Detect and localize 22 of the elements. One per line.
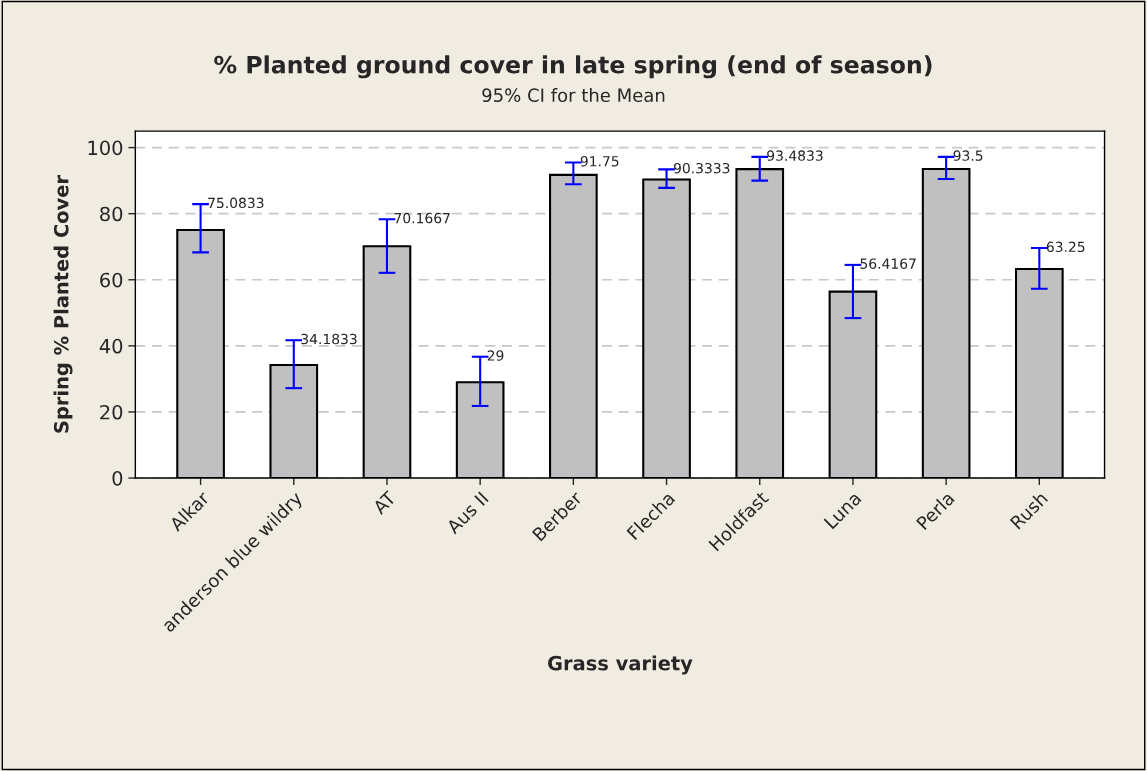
data-label: 34.1833 <box>301 333 357 345</box>
data-label: 29 <box>487 350 504 361</box>
y-tick-label: 80 <box>100 206 123 222</box>
y-tick-label: 60 <box>100 272 123 288</box>
y-tick-label: 0 <box>112 470 123 486</box>
data-label: 75.0833 <box>208 197 264 209</box>
data-label: 56.4167 <box>860 258 916 269</box>
y-tick-label: 20 <box>100 404 123 420</box>
data-label: 90.3333 <box>673 162 730 174</box>
x-tick-label: AT <box>371 490 397 515</box>
data-label: 93.4833 <box>767 150 823 161</box>
x-tick-label: Aus II <box>445 491 489 535</box>
chart-title: % Planted ground cover in late spring (end of season) <box>214 55 932 79</box>
x-axis-title: Grass variety <box>548 655 693 675</box>
data-label: 91.75 <box>580 155 619 167</box>
chart-subtitle: 95% CI for the Mean <box>482 88 665 103</box>
y-tick-label: 40 <box>99 338 123 354</box>
y-axis-title: Spring % Planted Cover <box>53 175 73 433</box>
data-label: 70.1667 <box>394 212 450 224</box>
data-label: 63.25 <box>1046 241 1085 253</box>
data-label: 93.5 <box>953 150 983 161</box>
y-tick-label: 100 <box>88 140 123 156</box>
